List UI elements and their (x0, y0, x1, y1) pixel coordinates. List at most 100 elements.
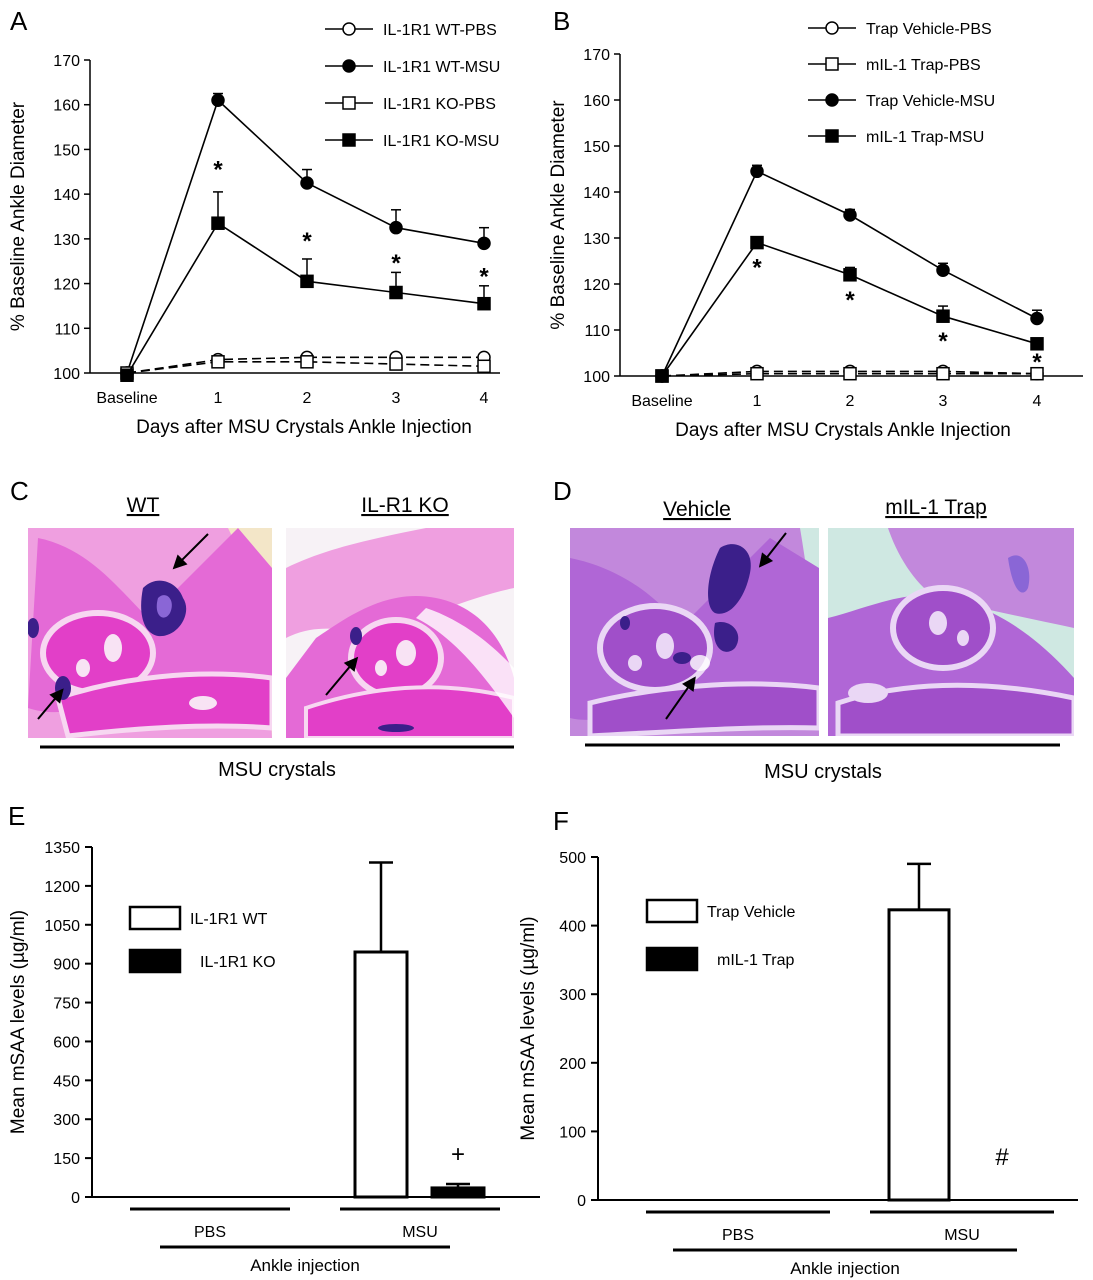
x-tick-label: 3 (392, 390, 401, 407)
panel-a-line-chart: 100 110 120 130 140 150 160 170 Baseline 1 2 3 4 Days… (8, 22, 500, 438)
y-tick-label: 130 (583, 231, 610, 248)
data-point-1-3 (389, 220, 403, 235)
y-tick-label: 170 (53, 53, 80, 70)
y-tick-label: 1200 (44, 879, 80, 896)
data-point-2-4 (477, 359, 491, 374)
legend-label: Trap Vehicle-PBS (866, 21, 992, 38)
data-point-1-4 (1030, 366, 1044, 381)
y-axis-label: Mean mSAA levels (µg/ml) (518, 916, 539, 1140)
data-point-3-0 (655, 369, 669, 383)
significance-asterisk: * (938, 328, 948, 355)
histology-ko-drawing (286, 528, 514, 738)
data-point-2-3 (389, 357, 403, 371)
y-tick-label: 400 (559, 919, 586, 936)
bar-1-1 (430, 1186, 486, 1199)
legend-label: IL-1R1 KO (200, 954, 276, 971)
significance-marker: + (451, 1141, 465, 1168)
histology-image-vehicle (570, 528, 819, 736)
significance-asterisk: * (752, 255, 762, 282)
legend-label: mIL-1 Trap-PBS (866, 57, 981, 74)
y-tick-label: 160 (583, 93, 610, 110)
x-tick-label: 4 (1033, 393, 1042, 410)
histology-image-wt (28, 528, 272, 738)
y-tick-label: 100 (583, 369, 610, 386)
y-tick-label: 300 (53, 1112, 80, 1129)
y-tick-label: 750 (53, 996, 80, 1013)
significance-asterisk: * (479, 264, 489, 291)
y-tick-label: 900 (53, 957, 80, 974)
histology-image-mil-1-trap (828, 528, 1074, 736)
histology-c-caption: MSU crystals (218, 759, 336, 781)
y-tick-label: 150 (53, 142, 80, 159)
panel-letter-f: F (553, 806, 569, 836)
data-point-3-0 (120, 368, 134, 382)
category-label: PBS (722, 1227, 754, 1244)
series-line-2 (126, 361, 485, 374)
data-point-3-2 (843, 268, 857, 282)
histology-c-right-title: IL-R1 KO (361, 494, 449, 517)
legend-marker (825, 21, 839, 35)
legend-swatch (645, 898, 699, 924)
y-tick-label: 110 (584, 323, 610, 340)
legend-swatch (128, 905, 182, 931)
data-point-1-2 (843, 366, 857, 381)
histology-c-left-title: WT (127, 494, 160, 517)
histology-image-il-r1-ko (286, 528, 514, 738)
x-tick-label: 1 (214, 390, 223, 407)
legend-label: mIL-1 Trap (717, 952, 794, 969)
legend-label: IL-1R1 WT-MSU (383, 59, 500, 76)
significance-asterisk: * (1032, 349, 1042, 376)
significance-asterisk: * (391, 250, 401, 277)
histology-trap-drawing (828, 528, 1074, 736)
data-point-1-2 (300, 176, 314, 190)
significance-marker: # (995, 1144, 1009, 1171)
data-point-2-3 (936, 263, 950, 277)
data-point-1-1 (750, 366, 764, 381)
data-point-2-4 (1030, 311, 1044, 326)
legend-label: IL-1R1 KO-PBS (383, 96, 496, 113)
legend-swatch (645, 946, 699, 972)
y-tick-label: 140 (53, 187, 80, 204)
significance-asterisk: * (213, 156, 223, 183)
data-point-1-4 (477, 236, 491, 251)
x-tick-label: 4 (480, 390, 489, 407)
bar-0-1 (887, 908, 951, 1202)
significance-asterisk: * (302, 228, 312, 255)
data-point-3-2 (300, 274, 314, 289)
y-tick-label: 500 (559, 850, 586, 867)
legend-marker (342, 96, 356, 110)
data-point-2-2 (300, 355, 314, 369)
y-tick-label: 110 (54, 321, 80, 338)
data-point-2-1 (750, 164, 764, 179)
y-tick-label: 140 (583, 185, 610, 202)
y-tick-label: 100 (53, 366, 80, 383)
panel-letter-a: A (10, 6, 28, 36)
data-point-3-1 (750, 235, 764, 250)
y-tick-label: 300 (559, 987, 586, 1004)
legend-marker (825, 129, 839, 143)
histology-d-right-title: mIL-1 Trap (885, 496, 987, 519)
panel-letter-e: E (8, 801, 25, 831)
y-tick-label: 0 (577, 1193, 586, 1210)
histology-d-left-title: Vehicle (663, 498, 731, 521)
y-tick-label: 150 (583, 139, 610, 156)
histology-d-caption: MSU crystals (764, 761, 882, 783)
y-tick-label: 200 (559, 1056, 586, 1073)
bar-0-1 (353, 950, 409, 1199)
y-tick-label: 170 (583, 47, 610, 64)
y-tick-label: 450 (53, 1073, 80, 1090)
x-tick-label: 1 (753, 393, 762, 410)
legend-marker (342, 22, 356, 36)
panel-letter-c: C (10, 476, 29, 506)
panel-b-line-chart: 100 110 120 130 140 150 160 170 Baseline 1 2 3 4 Days… (548, 21, 1083, 441)
data-point-2-1 (211, 355, 225, 369)
category-label: PBS (194, 1224, 226, 1241)
data-point-1-1 (211, 93, 225, 107)
panel-letter-b: B (553, 6, 570, 36)
x-axis-label: Days after MSU Crystals Ankle Injection (136, 417, 472, 438)
y-tick-label: 130 (53, 232, 80, 249)
data-point-3-3 (389, 285, 403, 300)
y-axis-label: % Baseline Ankle Diameter (8, 101, 29, 331)
x-tick-label: 2 (303, 390, 312, 407)
histology-wt-drawing (28, 528, 272, 738)
